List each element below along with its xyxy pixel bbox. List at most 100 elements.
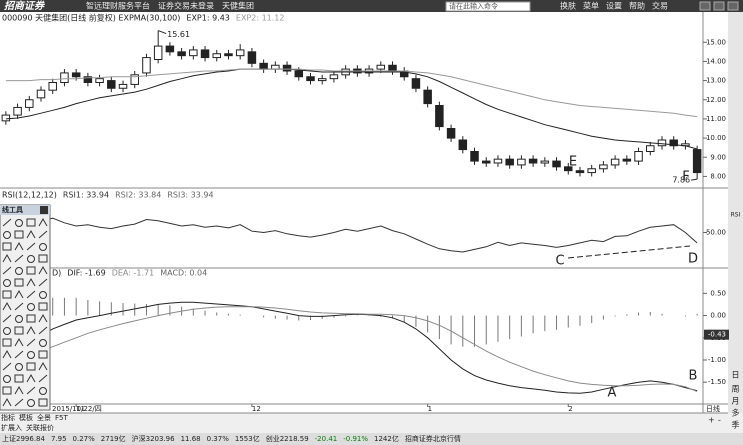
tool-icon[interactable]: [38, 361, 48, 371]
candle-body: [587, 168, 596, 174]
login[interactable]: 证券交易未登录: [158, 1, 214, 11]
tool-icon[interactable]: [2, 338, 12, 347]
tool-icon[interactable]: [2, 218, 12, 227]
tool-icon[interactable]: [38, 326, 48, 335]
tool-icon[interactable]: [38, 350, 48, 359]
tool-icon[interactable]: [26, 277, 36, 287]
tool-icon[interactable]: [38, 217, 48, 227]
tool-icon[interactable]: [3, 279, 11, 287]
side-button[interactable]: 多: [732, 408, 740, 418]
tool-icon[interactable]: [14, 278, 24, 287]
tool-icon[interactable]: [38, 230, 48, 239]
tool-icon[interactable]: [27, 399, 35, 407]
tool-icon[interactable]: [2, 266, 12, 275]
zoom-button[interactable]: -: [718, 416, 721, 425]
tool-icon[interactable]: [39, 339, 47, 347]
tool-icon[interactable]: [26, 373, 36, 383]
tool-icon[interactable]: [38, 374, 48, 383]
menu-item[interactable]: 帮助: [629, 1, 645, 11]
menu-item[interactable]: 换肤: [560, 1, 576, 11]
tool-icon[interactable]: [26, 338, 36, 347]
tool-icon[interactable]: [2, 397, 12, 407]
tool-icon[interactable]: [26, 266, 36, 275]
tab[interactable]: 关联报价: [26, 423, 54, 432]
tab[interactable]: 全景: [37, 413, 51, 422]
menu-item[interactable]: 设置: [606, 1, 622, 11]
tool-icon[interactable]: [2, 253, 12, 263]
side-button[interactable]: RSI: [731, 212, 741, 219]
tool-icon[interactable]: [14, 350, 24, 359]
tool-icon[interactable]: [38, 398, 48, 407]
tool-icon[interactable]: [2, 242, 12, 251]
annotation: C: [555, 254, 564, 269]
candle-body: [458, 139, 468, 151]
tool-icon[interactable]: [27, 303, 35, 311]
tool-icon[interactable]: [38, 313, 48, 323]
tool-icon[interactable]: [2, 349, 12, 359]
tool-icon[interactable]: [39, 243, 47, 251]
tool-icon[interactable]: [27, 351, 35, 359]
tab[interactable]: 指标: [1, 413, 15, 422]
tool-icon[interactable]: [2, 301, 12, 311]
tool-icon[interactable]: [26, 242, 36, 251]
y-tick-label: 12.00: [706, 96, 726, 104]
tool-icon[interactable]: [38, 265, 48, 275]
tool-icon[interactable]: [15, 363, 23, 371]
tool-icon[interactable]: [3, 231, 11, 239]
tool-icon[interactable]: [39, 291, 47, 299]
tool-icon[interactable]: [3, 375, 11, 383]
tool-icon[interactable]: [38, 278, 48, 287]
window-button[interactable]: [727, 1, 739, 11]
platform: 智远理财服务平台: [86, 1, 150, 11]
tools-close[interactable]: [40, 206, 48, 214]
tool-icon[interactable]: [2, 290, 12, 299]
candle-body: [259, 62, 268, 70]
zoom-button[interactable]: +: [708, 416, 715, 425]
tool-icon[interactable]: [27, 255, 35, 263]
tool-icon[interactable]: [2, 386, 12, 395]
tool-icon[interactable]: [15, 267, 23, 275]
tool-icon[interactable]: [14, 374, 24, 383]
tool-icon[interactable]: [14, 385, 24, 395]
tool-icon[interactable]: [26, 362, 36, 371]
side-toolbar: [728, 12, 743, 413]
tool-icon[interactable]: [38, 302, 48, 311]
side-button[interactable]: 周: [732, 385, 740, 394]
candle-body: [446, 128, 456, 139]
tool-icon[interactable]: [39, 387, 47, 395]
tool-icon[interactable]: [15, 315, 23, 323]
status-item: 1553亿: [235, 434, 260, 443]
side-button[interactable]: 月: [732, 397, 740, 406]
tool-icon[interactable]: [26, 218, 36, 227]
tool-icon[interactable]: [26, 314, 36, 323]
tool-icon[interactable]: [2, 314, 12, 323]
menu-item[interactable]: 菜单: [583, 1, 599, 11]
tool-icon[interactable]: [14, 241, 24, 251]
tool-icon[interactable]: [14, 337, 24, 347]
tool-icon[interactable]: [14, 326, 24, 335]
tab[interactable]: 模板: [19, 413, 33, 422]
tool-icon[interactable]: [26, 386, 36, 395]
tab[interactable]: F5T: [55, 414, 68, 422]
tool-icon[interactable]: [26, 325, 36, 335]
side-button[interactable]: 日: [732, 371, 740, 380]
tool-icon[interactable]: [14, 398, 24, 407]
tool-icon[interactable]: [15, 219, 23, 227]
tool-icon[interactable]: [26, 290, 36, 299]
search-box[interactable]: [445, 1, 531, 12]
tool-icon[interactable]: [14, 254, 24, 263]
side-button[interactable]: 季: [732, 420, 740, 430]
tool-icon[interactable]: [2, 362, 12, 371]
tool-icon[interactable]: [38, 254, 48, 263]
y-tick-label: 9.00: [710, 153, 726, 161]
window-button[interactable]: [699, 1, 711, 11]
candle-body: [317, 78, 327, 82]
tool-icon[interactable]: [14, 230, 24, 239]
tool-icon[interactable]: [14, 302, 24, 311]
tool-icon[interactable]: [3, 327, 11, 335]
tool-icon[interactable]: [26, 229, 36, 239]
window-button[interactable]: [713, 1, 725, 11]
menu-item[interactable]: 交易: [652, 1, 668, 11]
tab[interactable]: 扩展入: [1, 423, 22, 432]
tool-icon[interactable]: [14, 289, 24, 299]
